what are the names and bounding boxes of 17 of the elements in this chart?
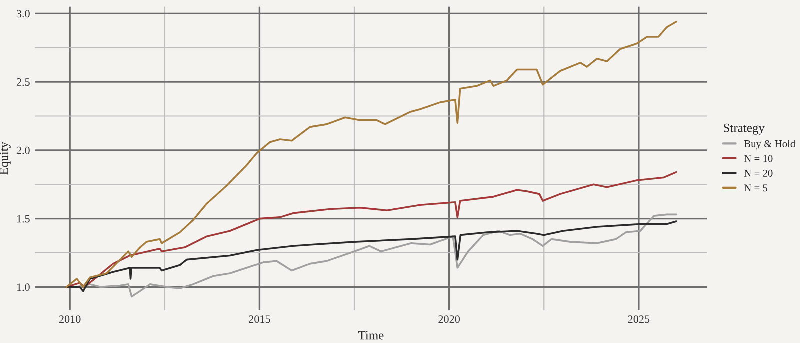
y-tick-label: 1.0	[17, 284, 30, 292]
y-tick-label: 2.0	[16, 146, 30, 154]
x-tick-label: 2025	[628, 316, 650, 324]
line-series	[66, 20, 678, 288]
x-tick-label: 2010	[59, 316, 81, 324]
x-axis-title: Time	[358, 331, 384, 340]
x-tick-label: 2015	[249, 316, 270, 324]
y-tick-label: 3.0	[16, 10, 30, 18]
y-tick-label: 1.5	[17, 215, 30, 223]
legend-label: N = 10	[744, 155, 773, 162]
legend-label: N = 5	[744, 184, 768, 192]
y-tick-label: 2.5	[16, 78, 30, 86]
x-tick-label: 2020	[438, 316, 460, 324]
y-axis-title: Equity	[0, 142, 11, 175]
legend-label: Buy & Hold	[744, 140, 796, 150]
legend-title: Strategy	[724, 124, 765, 135]
legend-label: N = 20	[744, 170, 773, 177]
